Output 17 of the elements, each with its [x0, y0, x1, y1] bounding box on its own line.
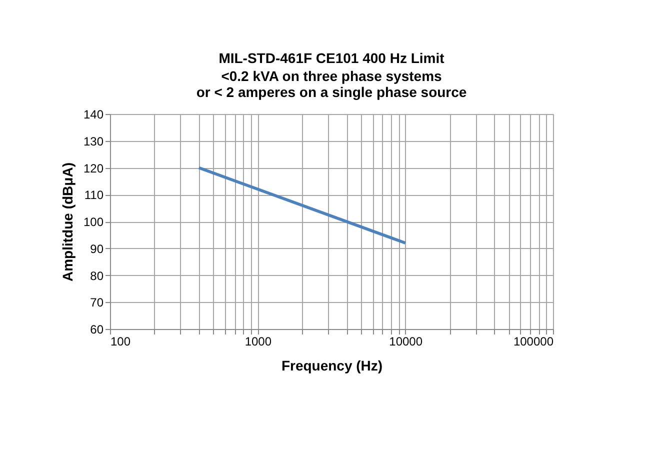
y-axis-title: Amplitdue (dBμA): [59, 162, 76, 282]
y-tick-label: 90: [90, 242, 104, 256]
y-tick-label: 140: [83, 108, 104, 122]
x-tick-label: 100000: [513, 334, 554, 348]
chart-title: MIL-STD-461F CE101 400 Hz Limit: [218, 50, 445, 66]
y-tick-label: 110: [84, 188, 104, 202]
y-tick-label: 70: [90, 296, 104, 310]
y-tick-label: 80: [90, 268, 104, 283]
y-tick-label: 60: [90, 322, 104, 336]
x-tick-label: 10000: [389, 334, 423, 348]
chart-subtitle: <0.2 kVA on three phase systems or < 2 amperes on a single phase source: [196, 68, 467, 100]
x-tick-label: 1000: [244, 334, 272, 348]
x-tick-label: 100: [110, 334, 131, 348]
y-tick-label: 130: [83, 134, 104, 148]
y-tick-label: 100: [83, 215, 104, 229]
x-axis-title: Frequency (Hz): [281, 358, 383, 374]
y-tick-label: 120: [83, 161, 104, 176]
